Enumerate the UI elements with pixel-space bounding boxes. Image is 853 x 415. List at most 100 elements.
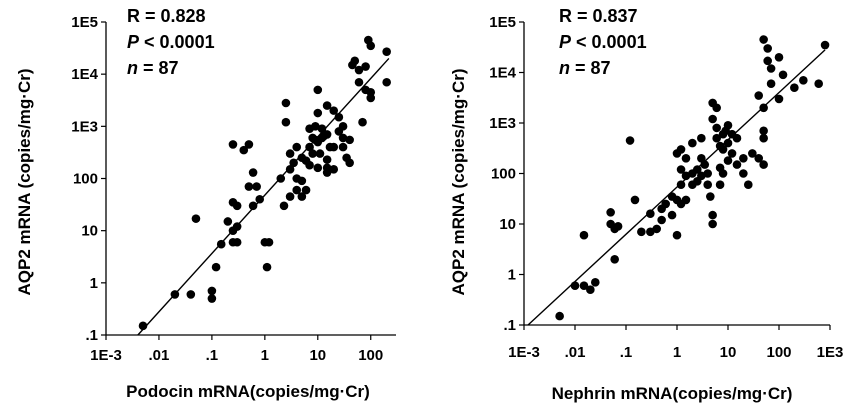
data-point — [766, 79, 776, 89]
data-point — [606, 208, 615, 217]
data-point — [759, 35, 768, 44]
data-point — [170, 290, 180, 299]
data-point — [697, 133, 706, 143]
y-tick-label: 1E5 — [71, 14, 98, 31]
data-point — [681, 153, 691, 163]
y-tick-label: 1 — [90, 275, 98, 292]
data-point — [657, 215, 666, 225]
data-point — [778, 70, 788, 80]
stat-r: R = 0.837 — [559, 6, 638, 26]
data-point — [358, 117, 367, 127]
data-point — [361, 62, 370, 71]
data-point — [763, 44, 772, 53]
data-points — [138, 35, 391, 331]
data-point — [338, 133, 348, 143]
x-tick-label: 10 — [720, 344, 737, 361]
data-point — [382, 77, 391, 87]
stat-p-value: < 0.0001 — [571, 32, 647, 52]
y-tick-labels: .1 1 10 100 1E3 1E4 1E5 — [71, 14, 98, 344]
data-point — [239, 145, 249, 155]
x-tick-label: .01 — [565, 344, 586, 361]
data-point — [244, 140, 254, 149]
x-axis-label: Podocin mRNA(copies/mg·Cr) — [126, 382, 370, 401]
data-point — [661, 199, 670, 209]
axis-ticks — [519, 21, 831, 330]
data-point — [248, 168, 258, 177]
data-point — [692, 165, 702, 174]
x-tick-label: .01 — [149, 347, 170, 364]
data-point — [732, 133, 742, 143]
data-point — [759, 160, 768, 169]
data-point — [276, 174, 286, 183]
data-point — [191, 214, 201, 223]
stat-n-name: n — [127, 58, 138, 78]
x-tick-label: 1 — [673, 344, 681, 361]
data-point — [317, 124, 327, 134]
x-tick-label: 1E-3 — [508, 344, 540, 361]
data-point — [579, 281, 589, 291]
data-point — [706, 192, 715, 201]
data-point — [232, 201, 242, 211]
data-point — [748, 149, 757, 158]
data-point — [718, 169, 728, 178]
data-point — [820, 40, 830, 50]
stat-n-value: = 87 — [138, 58, 179, 78]
data-point — [712, 103, 721, 113]
data-point — [285, 149, 295, 158]
data-point — [570, 281, 580, 291]
x-tick-label: 100 — [766, 344, 791, 361]
data-point — [723, 138, 733, 148]
data-point — [297, 176, 307, 186]
x-axis-label: Nephrin mRNA(copies/mg·Cr) — [552, 384, 793, 403]
data-point — [319, 131, 329, 141]
data-point — [610, 254, 619, 264]
y-tick-label: 1E3 — [71, 118, 98, 135]
data-point — [630, 195, 640, 205]
data-point — [366, 41, 376, 51]
data-point — [739, 169, 748, 178]
x-tick-label: 1 — [261, 347, 269, 364]
data-point — [262, 262, 272, 272]
x-tick-label: .1 — [206, 347, 219, 364]
y-tick-label: 10 — [499, 216, 516, 233]
data-point — [646, 209, 655, 218]
data-point — [315, 149, 325, 158]
data-point — [232, 222, 242, 231]
data-point — [334, 112, 344, 122]
data-point — [228, 140, 238, 149]
y-tick-label: 1E3 — [489, 115, 516, 132]
data-points — [555, 35, 830, 321]
data-point — [703, 169, 713, 178]
data-point — [285, 192, 295, 201]
data-point — [652, 224, 662, 234]
data-point — [586, 285, 595, 295]
data-point — [301, 185, 311, 195]
data-point — [345, 158, 354, 168]
data-point — [799, 76, 808, 85]
regression-line-segment — [527, 49, 826, 326]
data-point — [313, 163, 323, 173]
y-tick-label: 1E4 — [71, 66, 98, 83]
data-point — [590, 278, 600, 287]
data-point — [211, 262, 221, 272]
data-point — [244, 182, 254, 191]
data-point — [232, 237, 242, 247]
data-point — [766, 64, 776, 73]
data-point — [292, 142, 302, 152]
data-point — [285, 165, 295, 174]
data-point — [667, 210, 677, 220]
y-axis-label: AQP2 mRNA (copies/mg·Cr) — [15, 68, 34, 295]
data-point — [708, 114, 717, 124]
stat-p-value: < 0.0001 — [139, 32, 215, 52]
data-point — [718, 145, 728, 154]
y-tick-label: 1 — [508, 267, 516, 284]
data-point — [305, 142, 314, 152]
data-point — [313, 85, 323, 95]
data-point — [329, 142, 339, 152]
data-point — [301, 156, 311, 165]
data-point — [279, 201, 289, 211]
stat-n: n = 87 — [559, 58, 611, 78]
data-point — [774, 94, 784, 104]
y-tick-label: 1E5 — [489, 14, 516, 31]
